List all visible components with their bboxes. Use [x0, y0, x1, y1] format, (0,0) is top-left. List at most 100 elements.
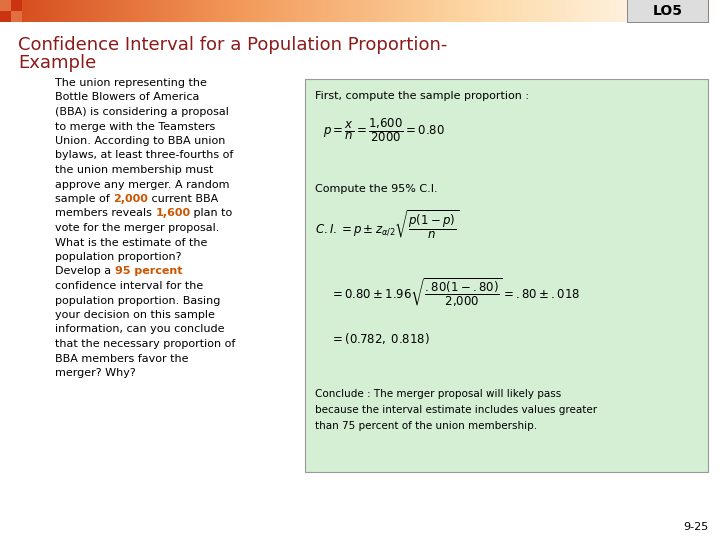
- Bar: [390, 0, 391, 22]
- Bar: [331, 0, 332, 22]
- Bar: [410, 0, 411, 22]
- Bar: [135, 0, 136, 22]
- Bar: [561, 0, 562, 22]
- Bar: [339, 0, 340, 22]
- Bar: [4, 0, 5, 22]
- Bar: [285, 0, 286, 22]
- Text: your decision on this sample: your decision on this sample: [55, 310, 215, 320]
- Bar: [517, 0, 518, 22]
- Bar: [381, 0, 382, 22]
- Bar: [371, 0, 372, 22]
- Bar: [555, 0, 556, 22]
- Bar: [388, 0, 389, 22]
- Bar: [630, 0, 631, 22]
- Bar: [470, 0, 471, 22]
- Bar: [655, 0, 656, 22]
- Bar: [609, 0, 610, 22]
- Bar: [301, 0, 302, 22]
- Bar: [106, 0, 107, 22]
- Bar: [421, 0, 422, 22]
- Bar: [429, 0, 430, 22]
- Bar: [36, 0, 37, 22]
- Bar: [129, 0, 130, 22]
- Bar: [131, 0, 132, 22]
- Bar: [492, 0, 493, 22]
- Bar: [65, 0, 66, 22]
- Bar: [359, 0, 360, 22]
- Bar: [280, 0, 281, 22]
- Bar: [670, 0, 671, 22]
- Bar: [332, 0, 333, 22]
- Bar: [310, 0, 311, 22]
- Bar: [218, 0, 219, 22]
- Bar: [620, 0, 621, 22]
- Bar: [176, 0, 177, 22]
- Bar: [295, 0, 296, 22]
- Bar: [187, 0, 188, 22]
- Bar: [667, 0, 668, 22]
- Text: $p = \dfrac{x}{n} = \dfrac{1{,}600}{2000} = 0.80$: $p = \dfrac{x}{n} = \dfrac{1{,}600}{2000…: [323, 117, 445, 144]
- Bar: [335, 0, 336, 22]
- Bar: [504, 0, 505, 22]
- Bar: [190, 0, 191, 22]
- Text: because the interval estimate includes values greater: because the interval estimate includes v…: [315, 405, 597, 415]
- Bar: [267, 0, 268, 22]
- Bar: [395, 0, 396, 22]
- Bar: [100, 0, 101, 22]
- Bar: [79, 0, 80, 22]
- Bar: [398, 0, 399, 22]
- Bar: [598, 0, 599, 22]
- Bar: [453, 0, 454, 22]
- Bar: [107, 0, 108, 22]
- Bar: [167, 0, 168, 22]
- Bar: [490, 0, 491, 22]
- Bar: [340, 0, 341, 22]
- Bar: [128, 0, 129, 22]
- Bar: [192, 0, 193, 22]
- Bar: [204, 0, 205, 22]
- Bar: [452, 0, 453, 22]
- Bar: [650, 0, 651, 22]
- Bar: [718, 0, 719, 22]
- Bar: [520, 0, 521, 22]
- Bar: [583, 0, 584, 22]
- Bar: [560, 0, 561, 22]
- Bar: [212, 0, 213, 22]
- Bar: [380, 0, 381, 22]
- Bar: [597, 0, 598, 22]
- Bar: [111, 0, 112, 22]
- Bar: [224, 0, 225, 22]
- Bar: [536, 0, 537, 22]
- Bar: [476, 0, 477, 22]
- Bar: [171, 0, 172, 22]
- Bar: [377, 0, 378, 22]
- Bar: [101, 0, 102, 22]
- Bar: [337, 0, 338, 22]
- Bar: [191, 0, 192, 22]
- Bar: [53, 0, 54, 22]
- Bar: [604, 0, 605, 22]
- Bar: [372, 0, 373, 22]
- Bar: [433, 0, 434, 22]
- Bar: [217, 0, 218, 22]
- Bar: [93, 0, 94, 22]
- Bar: [239, 0, 240, 22]
- Text: the union membership must: the union membership must: [55, 165, 213, 175]
- Bar: [682, 0, 683, 22]
- Bar: [505, 0, 506, 22]
- Bar: [404, 0, 405, 22]
- Bar: [375, 0, 376, 22]
- Bar: [316, 0, 317, 22]
- Bar: [600, 0, 601, 22]
- Bar: [142, 0, 143, 22]
- Bar: [397, 0, 398, 22]
- Bar: [406, 0, 407, 22]
- Bar: [516, 0, 517, 22]
- Bar: [89, 0, 90, 22]
- Bar: [493, 0, 494, 22]
- Bar: [320, 0, 321, 22]
- Bar: [639, 0, 640, 22]
- Bar: [435, 0, 436, 22]
- Bar: [685, 0, 686, 22]
- Bar: [548, 0, 549, 22]
